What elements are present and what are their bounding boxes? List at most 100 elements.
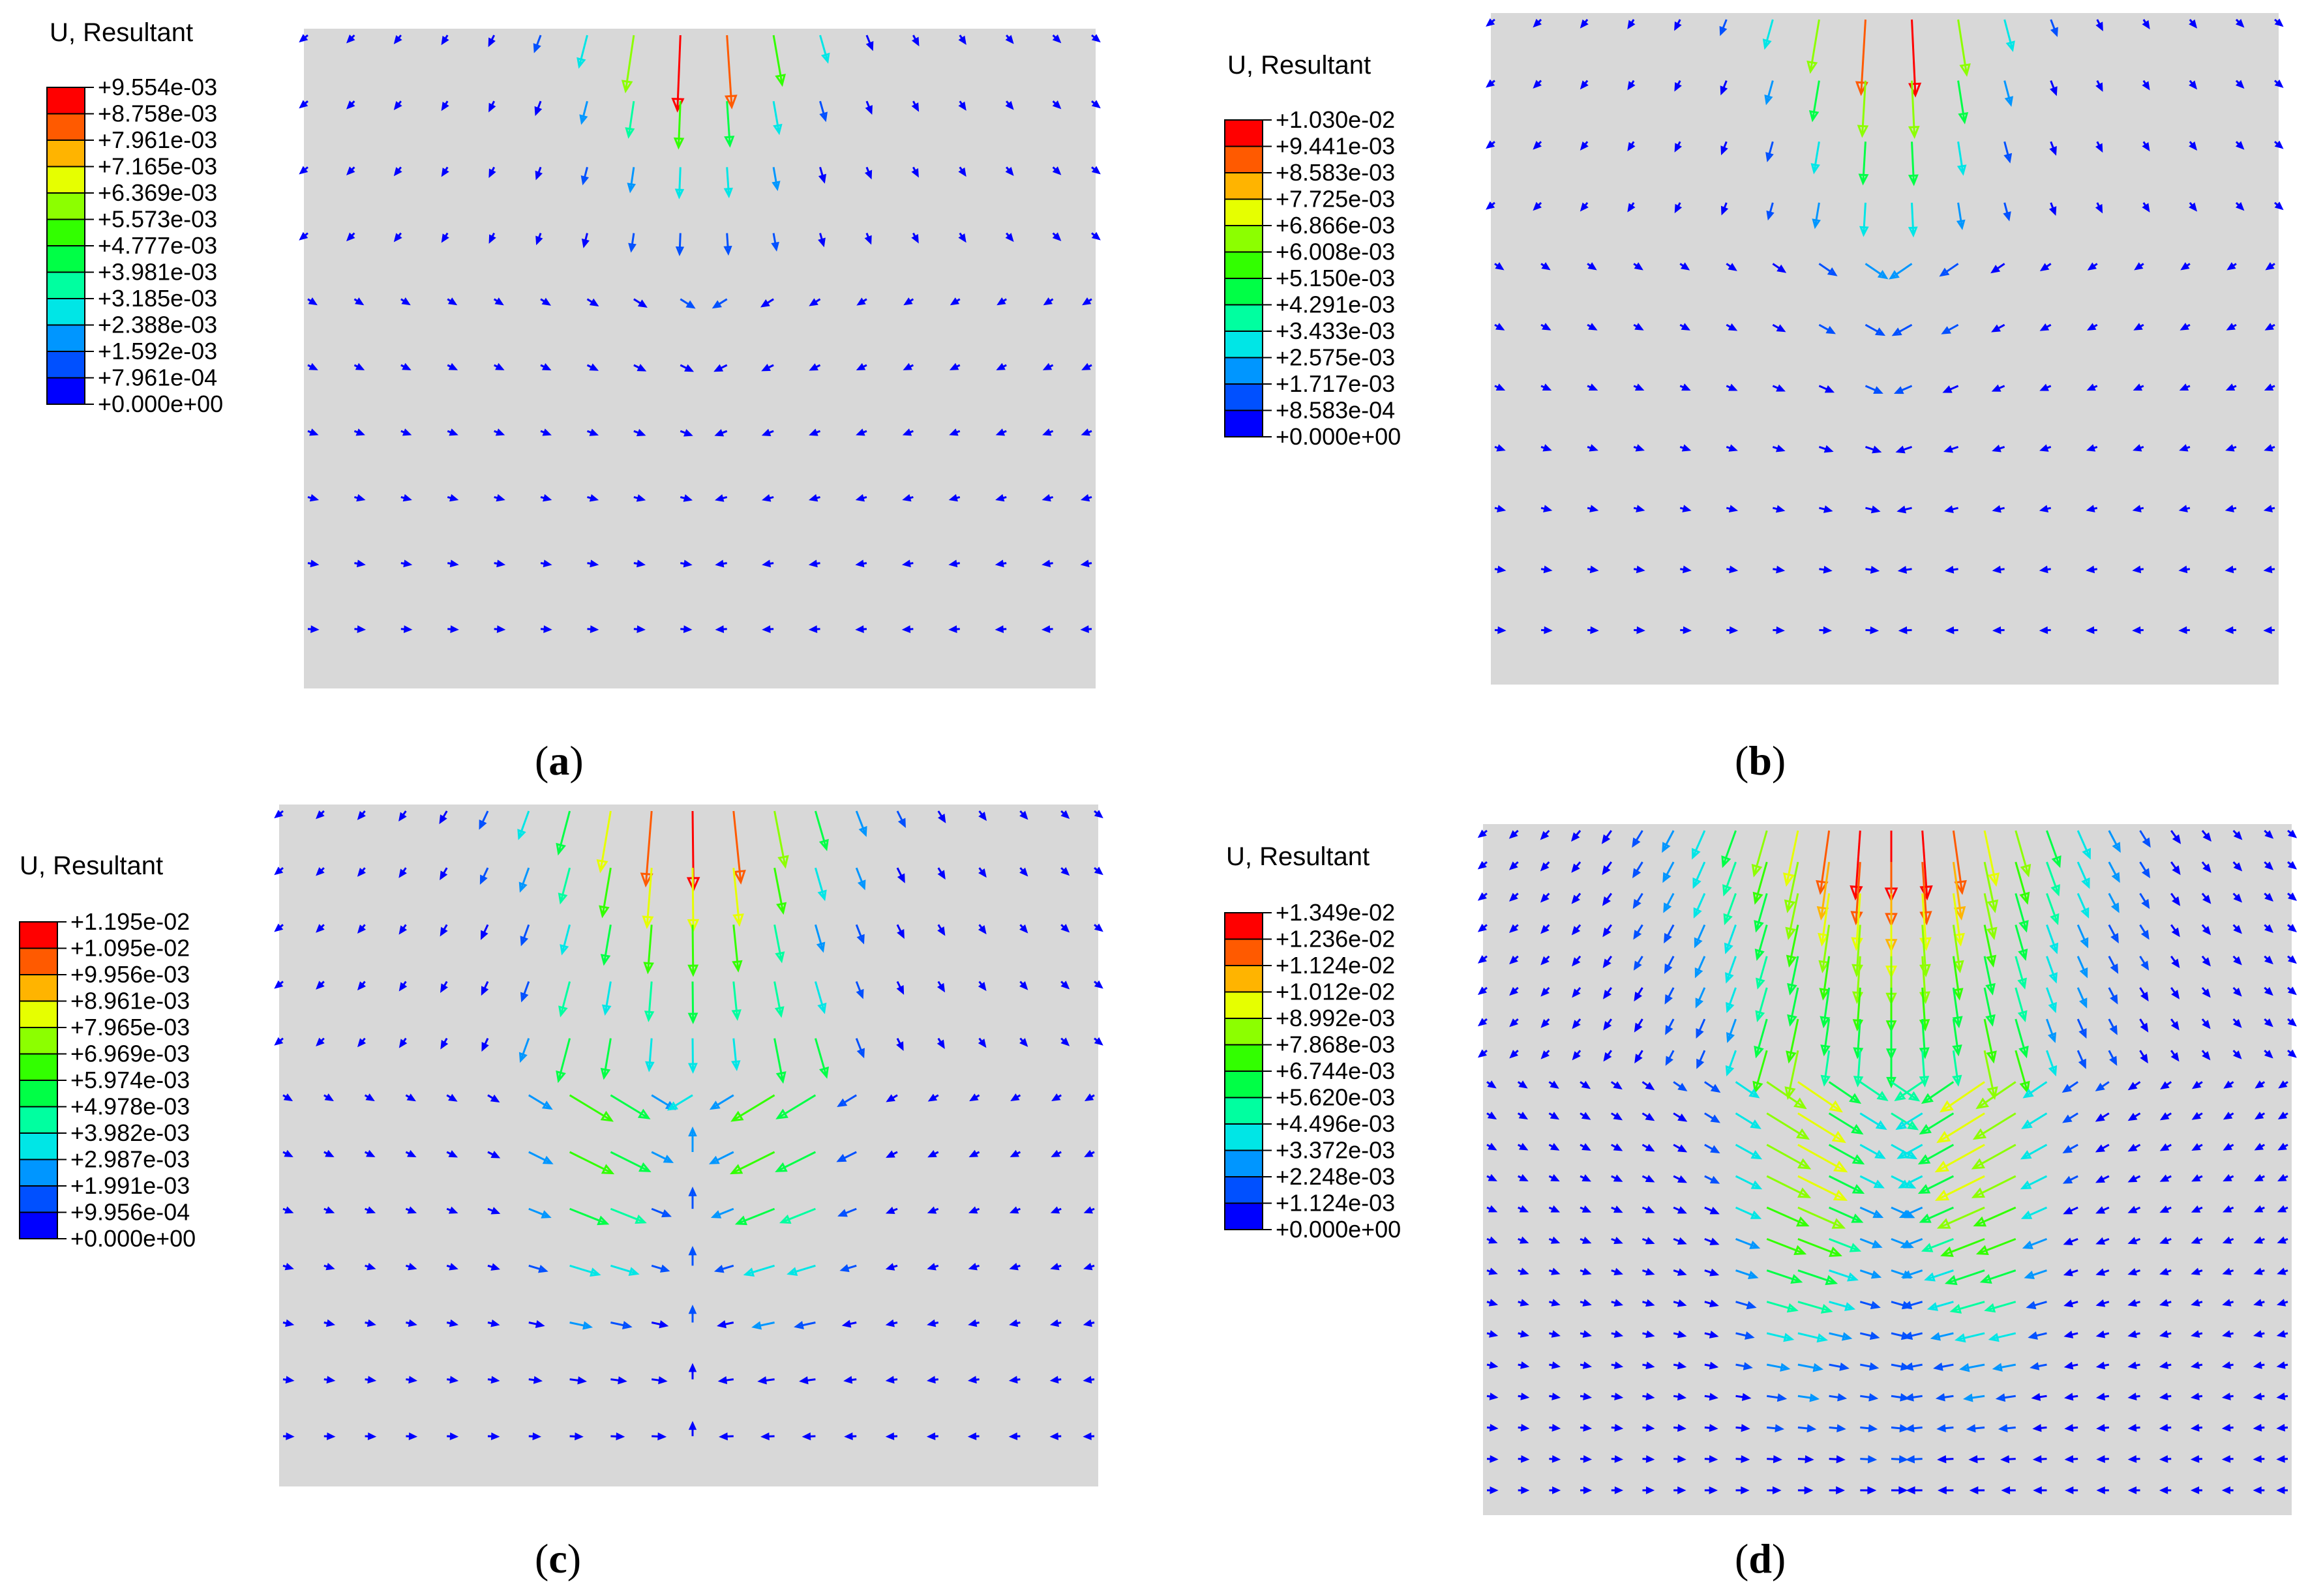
arrow-head bbox=[1728, 505, 1739, 513]
displacement-arrow bbox=[627, 100, 635, 137]
arrow-head bbox=[1831, 1218, 1846, 1229]
displacement-arrow bbox=[1941, 1081, 1985, 1112]
arrow-head bbox=[2111, 872, 2120, 883]
arrow-head bbox=[327, 1432, 336, 1440]
arrow-head bbox=[1710, 1145, 1720, 1153]
displacement-arrow bbox=[1797, 1206, 1844, 1229]
arrow-head bbox=[2202, 957, 2211, 967]
legend-value: +3.433e-03 bbox=[1276, 318, 1395, 344]
arrow-head bbox=[1495, 262, 1505, 271]
arrow-head bbox=[393, 233, 402, 243]
arrow-head bbox=[839, 1264, 850, 1273]
legend-band bbox=[46, 351, 85, 379]
displacement-arrow bbox=[1928, 1301, 1954, 1310]
arrow-head bbox=[1872, 445, 1882, 454]
arrow-head bbox=[1752, 891, 1763, 905]
arrow-head bbox=[1722, 884, 1732, 896]
arrow-head bbox=[518, 1052, 528, 1063]
arrow-head bbox=[589, 428, 599, 436]
arrow-head bbox=[299, 100, 308, 109]
arrow-head bbox=[1899, 1424, 1910, 1433]
arrow-head bbox=[2221, 1424, 2231, 1432]
arrow-head bbox=[2028, 1331, 2038, 1340]
displacement-arrow bbox=[814, 981, 826, 1012]
arrow-head bbox=[398, 812, 407, 821]
arrow-head bbox=[1551, 1424, 1561, 1432]
arrow-head bbox=[968, 1319, 978, 1327]
arrow-head bbox=[1795, 1216, 1810, 1227]
arrow-head bbox=[978, 924, 987, 935]
vector-field-d: +1.349e-02+1.236e-02+1.124e-02+1.012e-02… bbox=[1224, 824, 2298, 1515]
arrow-head bbox=[2039, 323, 2050, 331]
displacement-arrow bbox=[1735, 1301, 1755, 1308]
arrow-head bbox=[356, 559, 366, 568]
displacement-arrow bbox=[838, 1094, 857, 1107]
arrow-head bbox=[1720, 85, 1728, 96]
arrow-head bbox=[2080, 907, 2090, 919]
arrow-head bbox=[283, 1093, 293, 1101]
arrow-head bbox=[1795, 1128, 1810, 1140]
arrow-head bbox=[589, 298, 599, 307]
legend-band bbox=[1224, 119, 1263, 147]
arrow-head bbox=[1868, 1362, 1880, 1371]
arrow-head bbox=[1885, 1048, 1897, 1061]
displacement-arrow bbox=[1756, 987, 1768, 1020]
legend-value: +8.961e-03 bbox=[70, 988, 190, 1014]
arrow-head bbox=[1696, 1027, 1704, 1039]
arrow-head bbox=[2110, 902, 2120, 913]
arrow-head bbox=[1580, 141, 1589, 151]
arrow-head bbox=[1709, 1424, 1718, 1432]
arrow-head bbox=[1543, 565, 1553, 574]
displacement-arrow bbox=[1723, 861, 1737, 895]
arrow-head bbox=[316, 924, 325, 933]
arrow-head bbox=[1019, 981, 1028, 990]
displacement-arrow bbox=[2076, 956, 2088, 977]
arrow-head bbox=[949, 428, 959, 436]
arrow-head bbox=[299, 231, 308, 241]
arrow-head bbox=[1042, 494, 1051, 502]
arrow-head bbox=[286, 1432, 295, 1440]
arrow-head bbox=[1083, 1319, 1092, 1327]
arrow-head bbox=[2264, 830, 2274, 839]
arrow-head bbox=[1509, 955, 1518, 965]
arrow-head bbox=[2095, 1393, 2106, 1401]
displacement-arrow bbox=[1865, 263, 1887, 279]
arrow-head bbox=[1486, 18, 1495, 27]
legend-band bbox=[19, 1080, 58, 1108]
arrow-head bbox=[2172, 896, 2181, 906]
arrow-head bbox=[1987, 872, 2000, 887]
arrow-head bbox=[2159, 1299, 2169, 1307]
arrow-head bbox=[1991, 384, 2001, 392]
arrow-head bbox=[1497, 626, 1506, 634]
arrow-head bbox=[533, 1376, 543, 1384]
arrow-head bbox=[1853, 1076, 1864, 1087]
arrow-head bbox=[1634, 1022, 1643, 1033]
displacement-arrow bbox=[1859, 1332, 1878, 1338]
arrow-head bbox=[2127, 1486, 2137, 1494]
arrow-head bbox=[2288, 924, 2297, 933]
arrow-head bbox=[2110, 994, 2118, 1005]
displacement-arrow bbox=[2003, 141, 2011, 162]
arrow-head bbox=[1572, 988, 1581, 998]
displacement-arrow bbox=[1766, 1206, 1808, 1226]
arrow-head bbox=[1601, 834, 1611, 844]
legend-value: +4.978e-03 bbox=[70, 1093, 190, 1120]
arrow-head bbox=[2276, 1299, 2286, 1307]
arrow-head bbox=[284, 1206, 294, 1214]
displacement-arrow bbox=[528, 1207, 550, 1219]
arrow-head bbox=[449, 1319, 458, 1327]
arrow-head bbox=[1979, 1274, 1992, 1284]
arrow-head bbox=[1645, 1205, 1655, 1213]
arrow-head bbox=[1602, 958, 1611, 969]
arrow-head bbox=[1614, 1424, 1624, 1432]
arrow-head bbox=[1019, 810, 1028, 820]
displacement-arrow bbox=[1983, 987, 1994, 1025]
panel-b: +1.030e-02 +9.441e-03 +8.583e-03 +7.725e-03… bbox=[1154, 0, 2308, 798]
arrow-head bbox=[637, 299, 648, 308]
displacement-arrow bbox=[1828, 1175, 1863, 1194]
arrow-head bbox=[1695, 998, 1704, 1009]
arrow-head bbox=[2004, 96, 2014, 107]
arrow-head bbox=[1971, 1187, 1986, 1198]
arrow-head bbox=[1728, 383, 1738, 391]
arrow-head bbox=[2202, 832, 2212, 842]
